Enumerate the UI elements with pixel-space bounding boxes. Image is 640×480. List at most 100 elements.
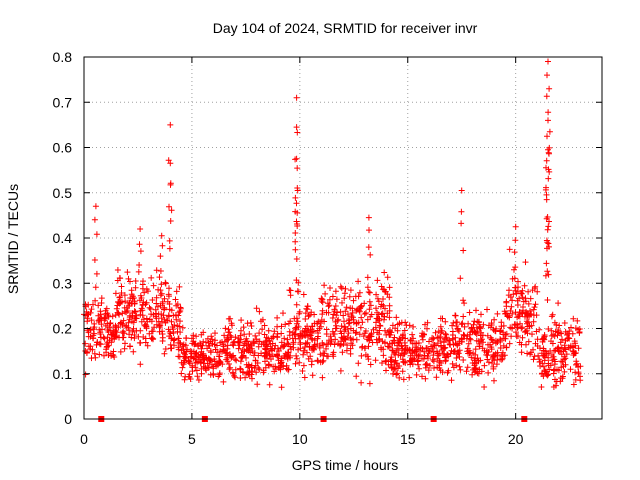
data-point (82, 340, 89, 347)
data-point (510, 291, 517, 298)
data-point (322, 290, 329, 297)
data-point (135, 333, 142, 340)
data-point (107, 320, 114, 327)
data-point (368, 330, 375, 337)
data-point (138, 305, 145, 312)
data-point (512, 237, 519, 244)
data-point (511, 321, 518, 328)
data-point (437, 315, 444, 322)
data-point (545, 223, 552, 230)
data-point (466, 347, 473, 354)
data-point (573, 360, 580, 367)
data-point (300, 351, 307, 358)
data-point (373, 305, 379, 312)
data-point (456, 363, 463, 370)
data-point (188, 350, 195, 357)
data-point (400, 376, 407, 383)
data-point (419, 373, 425, 380)
data-point (83, 308, 90, 315)
data-point (349, 342, 356, 349)
data-point (250, 338, 257, 345)
data-point (221, 332, 228, 339)
data-point (491, 316, 498, 323)
data-point (137, 361, 144, 368)
data-point (323, 331, 330, 337)
data-point (117, 348, 124, 355)
data-point (561, 368, 568, 375)
data-point (548, 313, 555, 320)
data-point (549, 352, 555, 358)
data-point (367, 251, 374, 258)
data-point (92, 354, 99, 361)
data-point (90, 301, 96, 308)
data-point (550, 384, 557, 390)
data-point (386, 307, 393, 314)
data-point (431, 365, 437, 371)
data-point (161, 306, 167, 313)
data-point (167, 330, 174, 337)
data-point (458, 208, 465, 215)
data-point (441, 350, 448, 357)
data-point (292, 230, 299, 236)
data-point (88, 317, 95, 324)
data-point (346, 293, 353, 300)
data-point (409, 350, 416, 357)
data-point (246, 331, 253, 337)
data-point (350, 297, 357, 304)
data-point (399, 334, 406, 341)
data-point (253, 369, 260, 376)
data-point (224, 342, 231, 349)
data-point (277, 344, 284, 351)
data-point (408, 337, 415, 344)
data-point (222, 325, 229, 332)
data-point (287, 343, 294, 350)
data-point (543, 184, 549, 191)
data-point (331, 331, 338, 337)
data-point (473, 337, 480, 344)
data-point (466, 335, 473, 342)
data-point (545, 326, 552, 332)
data-point (237, 336, 244, 343)
data-point (514, 288, 521, 295)
data-point (518, 349, 525, 356)
data-point (533, 312, 540, 319)
data-point (102, 310, 109, 317)
data-point (302, 332, 309, 339)
data-point (518, 310, 525, 317)
data-point (294, 187, 301, 194)
data-point (297, 345, 304, 352)
data-point (156, 274, 163, 281)
data-point (135, 268, 142, 275)
data-point (425, 367, 432, 374)
data-point (386, 284, 393, 291)
data-point (91, 330, 98, 337)
data-point (315, 358, 321, 365)
data-point (153, 267, 160, 274)
data-point (506, 340, 513, 347)
data-point (468, 325, 475, 332)
data-point (389, 340, 395, 347)
data-point (168, 307, 175, 314)
data-point (396, 363, 403, 369)
data-point (139, 312, 146, 319)
data-point (333, 296, 340, 303)
data-point (190, 332, 197, 339)
data-point (575, 345, 582, 352)
data-point (177, 329, 184, 336)
data-point (409, 331, 416, 338)
data-point (132, 278, 139, 284)
data-point (530, 318, 537, 325)
data-point (460, 331, 467, 338)
data-point (421, 352, 428, 359)
data-point (243, 342, 250, 349)
data-point (166, 237, 173, 244)
data-point (523, 318, 530, 325)
data-point (456, 328, 462, 335)
data-point (147, 306, 154, 312)
data-point (472, 346, 479, 353)
data-point (179, 364, 186, 371)
data-point (157, 268, 164, 274)
data-point (360, 333, 367, 340)
data-point (376, 317, 383, 324)
